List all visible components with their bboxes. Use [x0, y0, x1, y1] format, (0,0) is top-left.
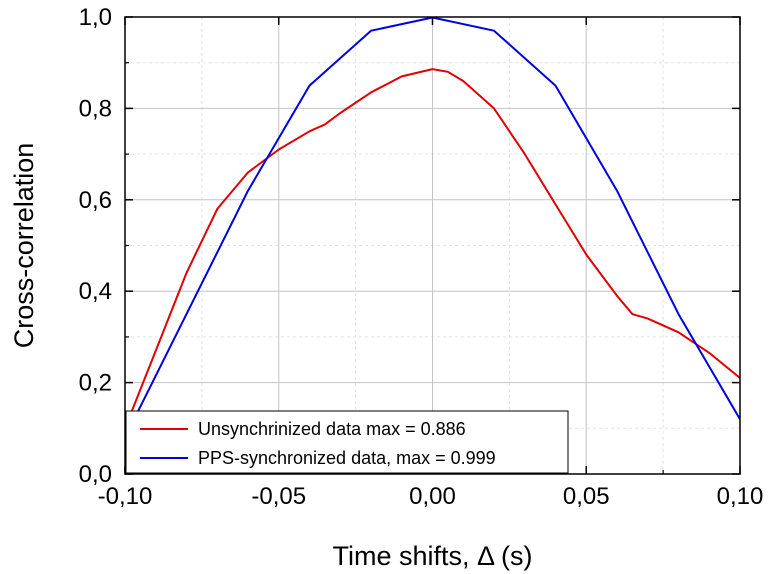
x-tick-label: 0,10	[717, 483, 764, 510]
y-tick-label: 0,6	[79, 187, 112, 214]
y-tick-label: 1,0	[79, 4, 112, 31]
y-tick-label: 0,0	[79, 461, 112, 488]
legend-box	[125, 410, 569, 474]
y-tick-label: 0,2	[79, 370, 112, 397]
x-tick-label: 0,05	[563, 483, 610, 510]
axis-ticks: -0,10 -0,05 0,00 0,05 0,10 0,0 0,2 0,4 0,6 0,8 1,0	[79, 4, 764, 510]
grid	[124, 16, 741, 475]
legend-label-1: Unsynchrinized data max = 0.886	[198, 419, 466, 439]
series-line-1	[125, 68, 740, 429]
y-tick-label: 0,4	[79, 278, 112, 305]
y-tick-label: 0,8	[79, 95, 112, 122]
x-tick-label: 0,00	[409, 483, 456, 510]
legend-label-2: PPS-synchronized data, max = 0.999	[198, 448, 496, 468]
x-tick-label: -0,05	[251, 483, 306, 510]
x-axis-title: Time shifts, Δ (s)	[332, 541, 532, 571]
y-axis-title: Cross-correlation	[9, 143, 39, 349]
x-tick-label: -0,10	[98, 483, 153, 510]
legend: Unsynchrinized data max = 0.886 PPS-synch…	[125, 410, 569, 474]
